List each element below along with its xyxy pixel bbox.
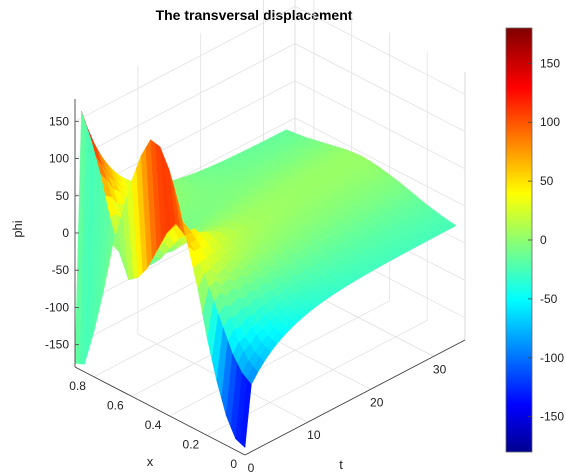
x-tick-label: 0.4 (145, 418, 162, 432)
surface-plot (74, 110, 457, 449)
z-tick-label: -100 (45, 300, 69, 314)
colorbar-tick-label: 50 (540, 174, 554, 188)
x-axis-line (74, 366, 246, 456)
x-tick-label: 0.2 (183, 437, 200, 451)
z-tick-label: 50 (56, 189, 70, 203)
grid-line (74, 5, 466, 122)
t-tick-label: 30 (433, 362, 447, 376)
colorbar-tick-label: 100 (540, 115, 560, 129)
colorbar-tick-label: -100 (540, 351, 564, 365)
colorbar-tick-label: 150 (540, 56, 560, 70)
z-tick-label: 0 (62, 226, 69, 240)
x-tick-label: 0.8 (69, 379, 86, 393)
z-axis-ticks: -150 -100 -50 0 50 100 150 (45, 114, 79, 352)
colorbar (505, 27, 533, 453)
z-axis-label: phi (10, 220, 25, 237)
z-tick-label: 100 (49, 152, 69, 166)
surface-patch (240, 378, 252, 449)
t-axis-line (244, 339, 466, 456)
colorbar-tick-label: -150 (540, 410, 564, 424)
x-axis-ticks: 0 0.2 0.4 0.6 0.8 (69, 379, 237, 471)
t-tick-label: 20 (370, 395, 384, 409)
colorbar-tick-label: 0 (540, 233, 547, 247)
t-tick-label: 10 (307, 428, 321, 442)
z-tick-label: -150 (45, 338, 69, 352)
t-axis-label: t (339, 457, 343, 472)
x-tick-label: 0.6 (107, 398, 124, 412)
colorbar-tick-label: -50 (540, 292, 558, 306)
t-tick-label: 0 (248, 461, 255, 475)
x-axis-label: x (147, 454, 154, 469)
grid-line (207, 52, 428, 436)
z-tick-label: -50 (52, 263, 70, 277)
colorbar-ticks: -150 -100 -50 0 50 100 150 (528, 56, 564, 424)
z-tick-label: 150 (49, 114, 69, 128)
x-tick-label: 0 (230, 457, 237, 471)
grid-line (137, 66, 309, 423)
t-axis-ticks: 0 10 20 30 (248, 362, 447, 475)
